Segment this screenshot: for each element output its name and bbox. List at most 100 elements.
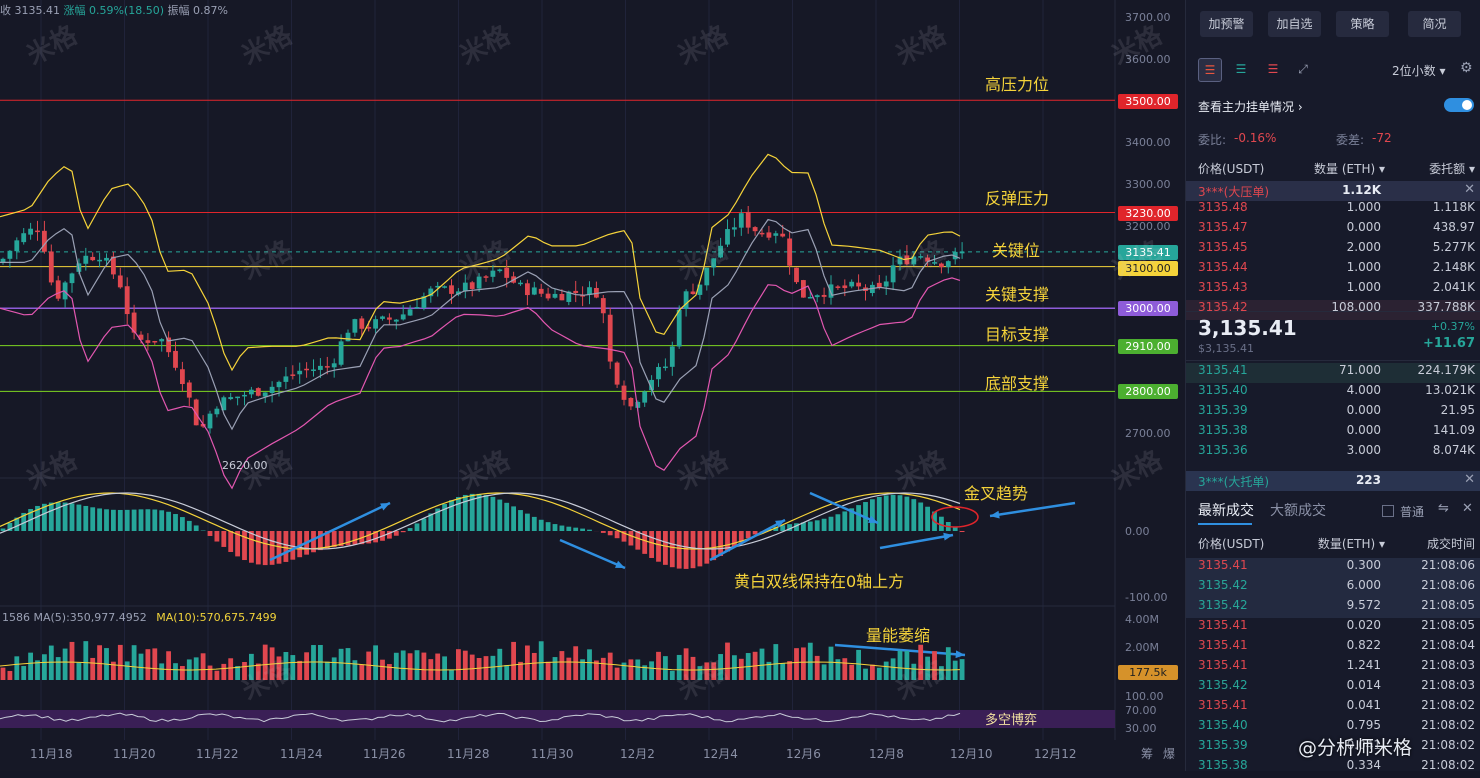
candle-body xyxy=(615,363,620,385)
row-qty: 71.000 xyxy=(1339,363,1381,377)
volume-bar xyxy=(649,661,654,680)
candle-body xyxy=(284,376,289,382)
row-third: 5.277K xyxy=(1433,240,1475,254)
candle-body xyxy=(297,371,302,374)
candle-body xyxy=(373,319,378,328)
candle-body xyxy=(90,257,95,260)
level-label-3000: 关键支撑 xyxy=(985,281,1049,305)
last-price: 3,135.41 xyxy=(1198,316,1297,340)
row-qty: 0.014 xyxy=(1347,678,1381,692)
tab-large-trades[interactable]: 大额成交 xyxy=(1270,500,1326,520)
strategy-button[interactable]: 策略 xyxy=(1336,11,1389,37)
vol-axis-label: 2.00M xyxy=(1125,641,1159,654)
macd-bar xyxy=(525,514,530,531)
row-qty: 0.334 xyxy=(1347,758,1381,772)
trade-col-qty[interactable]: 数量(ETH) ▾ xyxy=(1318,535,1385,552)
row-third: 21:08:05 xyxy=(1421,618,1475,632)
macd-bar xyxy=(146,509,151,531)
price-tag-2800: 2800.00 xyxy=(1118,384,1178,399)
col-amount[interactable]: 委托额 ▾ xyxy=(1429,160,1475,177)
overview-button[interactable]: 简况 xyxy=(1408,11,1461,37)
macd-bar xyxy=(842,511,847,531)
candle-body xyxy=(408,309,413,315)
chips-icon[interactable]: 筹 xyxy=(1141,745,1153,762)
filter-icon[interactable]: ⇋ xyxy=(1438,501,1449,516)
add-watchlist-button[interactable]: 加自选 xyxy=(1268,11,1321,37)
row-price: 3135.41 xyxy=(1198,698,1248,712)
chart-area[interactable]: 收 3135.41 涨幅 0.59%(18.50) 振幅 0.87% 1586 … xyxy=(0,0,1185,771)
macd-bar xyxy=(836,514,841,531)
macd-bar xyxy=(808,522,813,531)
gear-icon[interactable]: ⚙ xyxy=(1460,60,1473,76)
tab-latest-trades[interactable]: 最新成交 xyxy=(1198,500,1254,520)
orderbook-sell-icon[interactable]: ☰ xyxy=(1262,58,1284,80)
main-orders-label: 查看主力挂单情况 › xyxy=(1198,98,1303,115)
row-price: 3135.39 xyxy=(1198,738,1248,752)
level-label-2800: 底部支撑 xyxy=(985,370,1049,394)
big-bid-row[interactable]: 3***(大托单) 223 ✕ xyxy=(1186,471,1480,491)
decimal-select[interactable]: 2位小数 ▾ xyxy=(1392,62,1445,79)
close-icon[interactable]: ✕ xyxy=(1464,472,1475,487)
row-qty: 0.795 xyxy=(1347,718,1381,732)
volume-bar xyxy=(601,658,606,680)
col-qty[interactable]: 数量 (ETH) ▾ xyxy=(1314,160,1385,177)
orderbook-buy-icon[interactable]: ☰ xyxy=(1230,58,1252,80)
liquidation-icon[interactable]: 爆 xyxy=(1163,745,1175,762)
row-qty: 9.572 xyxy=(1347,598,1381,612)
close-icon[interactable]: ✕ xyxy=(1462,501,1473,516)
volume-bar xyxy=(629,659,634,680)
macd-bar xyxy=(656,531,661,562)
close-icon[interactable]: ✕ xyxy=(1464,182,1475,197)
row-qty: 1.000 xyxy=(1347,260,1381,274)
big-ask-row[interactable]: 3***(大压单) 1.12K ✕ xyxy=(1186,181,1480,201)
candle-body xyxy=(14,240,19,251)
col-price: 价格(USDT) xyxy=(1198,160,1264,177)
volume-bar xyxy=(773,644,778,680)
main-orders-toggle[interactable] xyxy=(1444,98,1474,112)
candle-body xyxy=(401,314,406,319)
candle-body xyxy=(746,212,751,228)
macd-bar xyxy=(870,499,875,531)
row-qty: 3.000 xyxy=(1347,443,1381,457)
candle-body xyxy=(21,233,26,242)
row-third: 13.021K xyxy=(1425,383,1475,397)
volume-bar xyxy=(470,655,475,680)
normal-checkbox[interactable] xyxy=(1382,505,1394,517)
volume-bar xyxy=(194,657,199,680)
volume-bar xyxy=(760,649,765,680)
level-label-2910: 目标支撑 xyxy=(985,321,1049,345)
macd-bar xyxy=(891,495,896,531)
macd-bar xyxy=(566,527,571,531)
candle-body xyxy=(663,367,668,369)
expand-icon[interactable]: ⤢ xyxy=(1292,58,1314,80)
candle-body xyxy=(415,307,420,309)
volume-bar xyxy=(380,660,385,680)
add-alert-button[interactable]: 加预警 xyxy=(1200,11,1253,37)
candle-body xyxy=(753,227,758,231)
volume-bar xyxy=(208,666,213,680)
row-price: 3135.38 xyxy=(1198,758,1248,772)
row-third: 21:08:05 xyxy=(1421,598,1475,612)
orderbook-both-icon[interactable]: ☰ xyxy=(1198,58,1222,82)
candle-body xyxy=(270,387,275,393)
volume-bar xyxy=(435,654,440,680)
